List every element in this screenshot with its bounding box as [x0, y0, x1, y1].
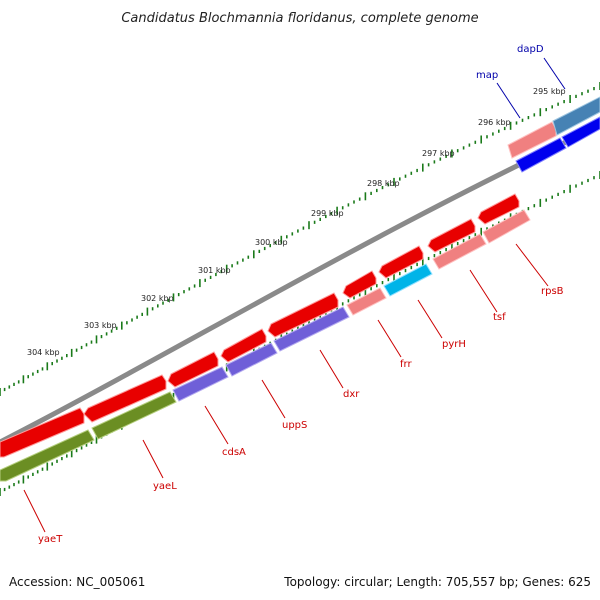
gene-label-cdsA[interactable]: cdsA	[222, 447, 246, 458]
scale-label: 298 kbp	[367, 179, 400, 188]
gene-feature[interactable]	[225, 342, 278, 377]
gene-feature[interactable]	[172, 366, 229, 402]
gene-label-yaeL[interactable]: yaeL	[153, 481, 177, 492]
gene-feature[interactable]	[0, 429, 95, 482]
gene-feature[interactable]	[0, 407, 85, 458]
map-title: Candidatus Blochmannia floridanus, compl…	[121, 11, 478, 26]
gene-label-yaeT[interactable]: yaeT	[38, 534, 63, 545]
gene-feature[interactable]	[482, 209, 531, 244]
scale-label: 302 kbp	[141, 294, 174, 303]
gene-label-map[interactable]: map	[476, 70, 498, 81]
genome-backbone	[0, 123, 600, 445]
scale-label: 296 kbp	[478, 118, 511, 127]
gene-feature[interactable]	[383, 263, 433, 297]
gene-feature[interactable]	[91, 391, 177, 440]
scale-ticks	[0, 82, 600, 396]
gene-feature[interactable]	[427, 218, 476, 253]
forward-strand-genes	[0, 96, 600, 458]
gene-feature[interactable]	[342, 270, 377, 299]
gene-label-frr[interactable]: frr	[400, 359, 412, 370]
scale-label: 303 kbp	[84, 321, 117, 330]
scale-label: 299 kbp	[311, 209, 344, 218]
scale-label: 297 kbp	[422, 149, 455, 158]
scale-label: 301 kbp	[198, 266, 231, 275]
gene-feature[interactable]	[273, 306, 350, 352]
gene-feature[interactable]	[267, 292, 339, 338]
gene-feature[interactable]	[477, 193, 520, 225]
gene-feature[interactable]	[346, 287, 387, 316]
scale-label: 300 kbp	[255, 238, 288, 247]
gene-feature[interactable]	[432, 233, 487, 270]
scale-label: 304 kbp	[27, 348, 60, 357]
gene-feature[interactable]	[515, 137, 567, 173]
gene-label-dapD[interactable]: dapD	[517, 44, 544, 55]
accession-text: Accession: NC_005061	[9, 575, 145, 589]
gene-label-tsf[interactable]: tsf	[493, 312, 506, 323]
reverse-strand-genes	[0, 116, 600, 482]
gene-feature[interactable]	[552, 96, 600, 136]
gene-feature[interactable]	[378, 245, 424, 279]
gene-label-rpsB[interactable]: rpsB	[541, 286, 564, 297]
gene-label-pyrH[interactable]: pyrH	[442, 339, 466, 350]
gene-label-dxr[interactable]: dxr	[343, 389, 360, 400]
scale-labels: 295 kbp 296 kbp 297 kbp 298 kbp 299 kbp …	[27, 87, 566, 357]
topology-summary: Topology: circular; Length: 705,557 bp; …	[283, 575, 591, 589]
gene-feature[interactable]	[220, 328, 267, 363]
gene-label-leaders	[23, 57, 566, 533]
gene-labels: dapD map rpsB tsf pyrH frr dxr uppS cdsA…	[38, 44, 564, 545]
gene-label-uppS[interactable]: uppS	[282, 420, 307, 431]
gene-feature[interactable]	[167, 351, 219, 388]
scale-label: 295 kbp	[533, 87, 566, 96]
gene-feature[interactable]	[83, 374, 167, 423]
gene-feature[interactable]	[561, 116, 600, 148]
